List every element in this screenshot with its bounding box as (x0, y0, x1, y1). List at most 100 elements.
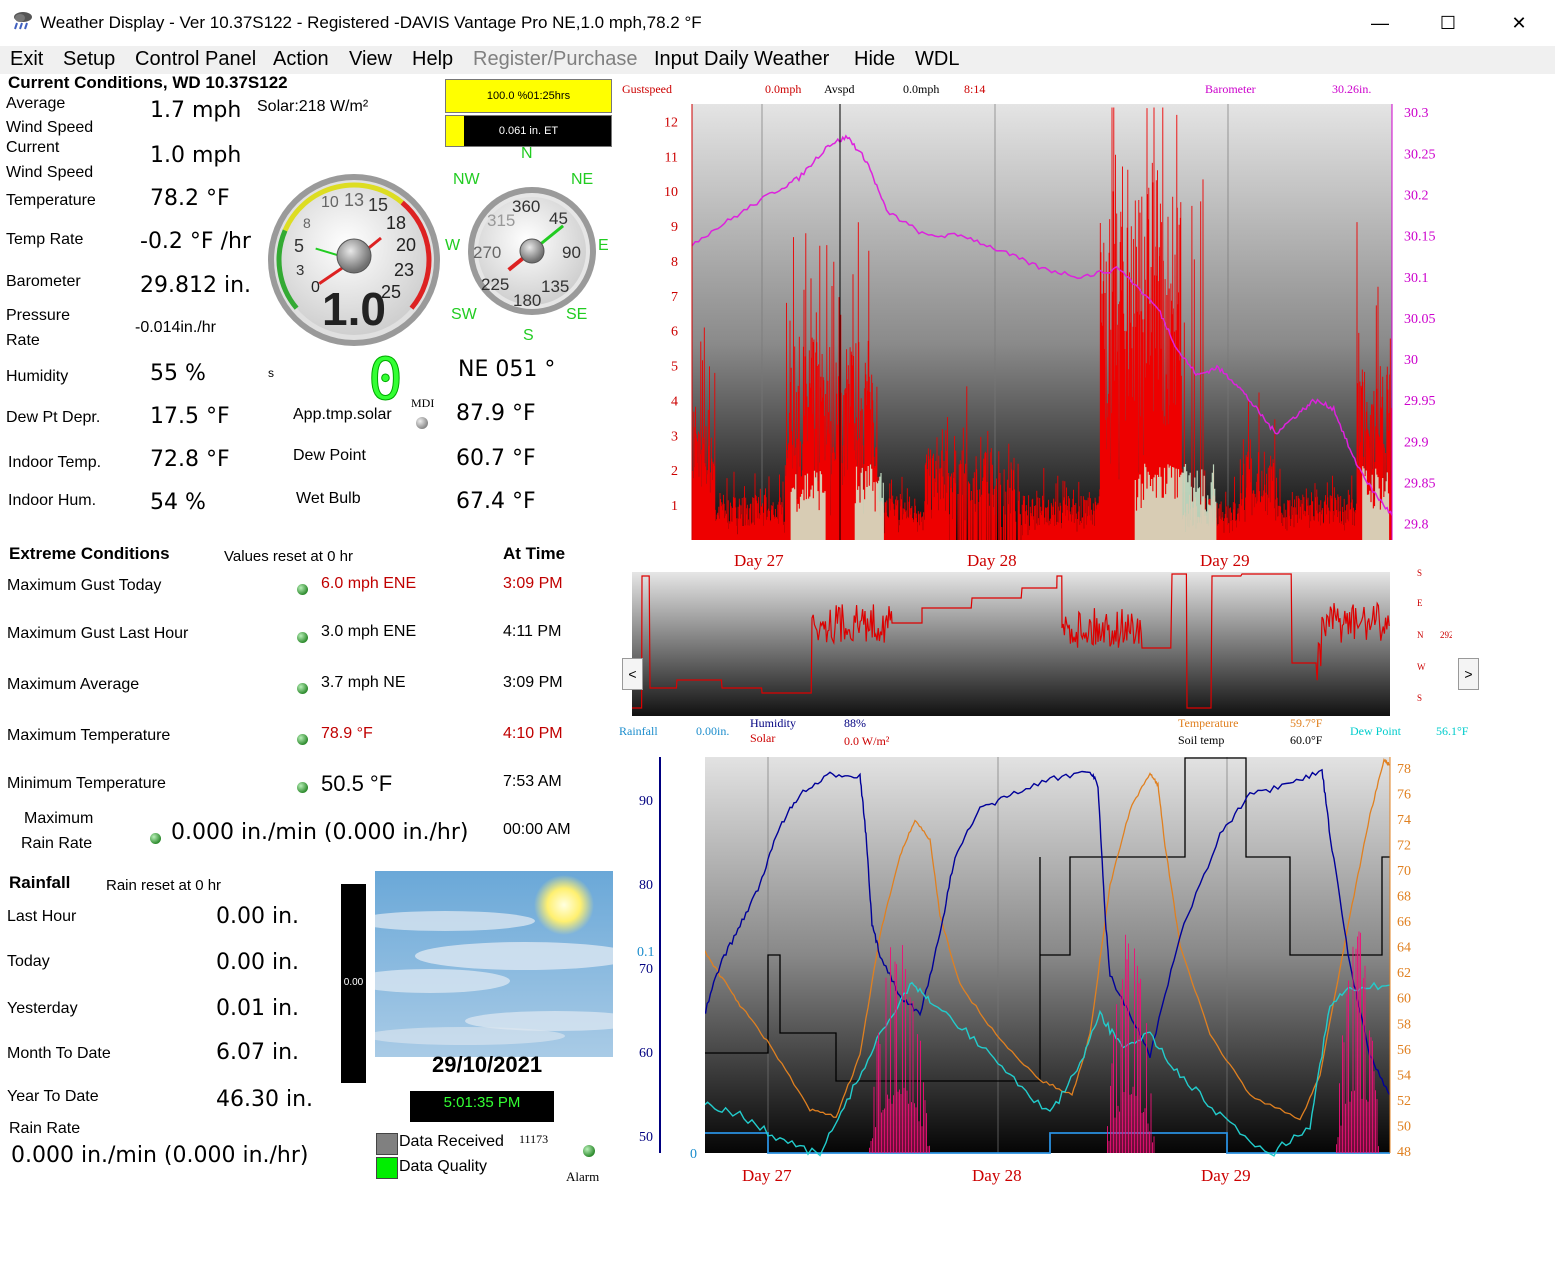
temp-rate-value: -0.2 °F /hr (140, 229, 251, 254)
temperature-value: 78.2 °F (150, 186, 230, 211)
temp-y-tick: 50 (1397, 1119, 1411, 1134)
app-temp-value: 87.9 °F (456, 401, 536, 426)
extreme-row-value: 50.5 °F (321, 771, 393, 796)
wind-y-tick: 3 (671, 429, 678, 444)
compass-w: W (445, 237, 461, 254)
wind-y-tick: 11 (665, 150, 678, 165)
max-rain-led (150, 833, 161, 844)
scroll-left-button[interactable]: < (622, 658, 643, 690)
menu-input-daily-weather[interactable]: Input Daily Weather (654, 48, 830, 70)
close-button[interactable]: ✕ (1511, 13, 1527, 33)
app-icon (14, 12, 32, 30)
legend-rainfall: Rainfall (619, 724, 658, 738)
baro-y-tick: 30.2 (1404, 188, 1429, 203)
speed-readout: 1.0 (322, 283, 386, 335)
menu-action[interactable]: Action (273, 48, 329, 70)
baro-y-tick: 29.95 (1404, 394, 1436, 409)
dew-depression-value: 17.5 °F (150, 404, 230, 429)
scroll-right-button[interactable]: > (1458, 658, 1479, 690)
baro-y-tick: 30 (1404, 353, 1418, 368)
dir-label-s-top: S (1417, 568, 1422, 578)
temp-y-tick: 62 (1397, 966, 1411, 981)
menu-wdl[interactable]: WDL (915, 48, 960, 70)
temp-y-tick: 58 (1397, 1017, 1411, 1032)
avg-wind-value: 1.7 mph (150, 98, 242, 123)
wind-y-tick: 1 (671, 499, 678, 514)
temp-y-tick: 72 (1397, 838, 1411, 853)
indoor-temp-value: 72.8 °F (150, 447, 230, 472)
max-rain-rate-label-2: Rain Rate (21, 835, 93, 852)
legend-gustspeed-value: 0.0mph (765, 82, 801, 96)
humidity-y-tick: 60 (639, 1046, 653, 1061)
time-display: 5:01:35 PM (410, 1091, 554, 1122)
data-quality-label: Data Quality (399, 1158, 488, 1175)
extreme-row-value: 78.9 °F (321, 725, 373, 742)
alarm-led[interactable] (583, 1145, 595, 1157)
compass-sw: SW (451, 306, 477, 323)
menu-register-purchase[interactable]: Register/Purchase (473, 48, 638, 70)
legend-humidity-value: 88% (844, 716, 866, 730)
legend-humidity: Humidity (750, 716, 796, 730)
extreme-row-time: 3:09 PM (503, 575, 563, 592)
rain-yesterday-label: Yesterday (7, 1000, 78, 1017)
rain-ytd-value: 46.30 in. (216, 1087, 314, 1112)
temp-y-tick: 78 (1397, 762, 1411, 777)
rain-last-hour-label: Last Hour (7, 908, 77, 925)
temp-y-tick: 54 (1397, 1068, 1411, 1083)
menu-hide[interactable]: Hide (854, 48, 896, 70)
indoor-hum-label: Indoor Hum. (8, 492, 97, 509)
x-label-day28: Day 28 (972, 1166, 1022, 1185)
speed-tick: 10 (321, 194, 339, 211)
baro-y-tick: 29.8 (1404, 518, 1429, 533)
menu-view[interactable]: View (349, 48, 392, 70)
legend-solar: Solar (750, 731, 775, 745)
x-label-day27: Day 27 (742, 1166, 792, 1185)
compass-tick: 270 (473, 243, 501, 262)
maximize-button[interactable]: ☐ (1439, 13, 1457, 33)
dir-label-s-bottom: S (1417, 693, 1422, 703)
dew-point-series (703, 981, 1391, 1157)
legend-solar-value: 0.0 W/m² (844, 734, 890, 748)
wind-y-tick: 12 (664, 115, 678, 130)
pressure-rate-label: Pressure (6, 307, 71, 324)
barometer-value: 29.812 in. (140, 273, 252, 298)
speed-tick: 18 (386, 213, 406, 233)
temperature-series (703, 757, 1391, 1121)
baro-y-tick: 29.85 (1404, 476, 1436, 491)
max-rain-rate-value: 0.000 in./min (0.000 in./hr) (171, 820, 469, 845)
current-conditions-header: Current Conditions, WD 10.37S122 (8, 73, 288, 92)
temp-y-tick: 70 (1397, 864, 1411, 879)
compass-tick: 315 (487, 211, 515, 230)
alarm-label: Alarm (566, 1169, 600, 1184)
wind-direction-chart: S E N 292° W S (632, 568, 1452, 716)
extreme-row-time: 4:11 PM (503, 623, 562, 640)
minimize-button[interactable]: — (1371, 13, 1389, 33)
et-bar: 0.061 in. ET (445, 115, 612, 147)
data-received-count: 11173 (519, 1132, 549, 1146)
dir-label-e: E (1417, 598, 1423, 608)
indoor-hum-value: 54 % (150, 490, 206, 515)
compass-tick: 225 (481, 275, 509, 294)
extreme-row-time: 4:10 PM (503, 725, 563, 742)
menu-exit[interactable]: Exit (10, 48, 44, 70)
baro-y-tick: 29.9 (1404, 435, 1429, 450)
speed-tick: 20 (396, 235, 416, 255)
speed-tick: 13 (344, 190, 364, 210)
compass-tick: 45 (549, 209, 568, 228)
menu-control-panel[interactable]: Control Panel (135, 48, 257, 70)
baro-y-tick: 30.15 (1404, 230, 1436, 245)
legend-soil-temp-value: 60.0°F (1290, 733, 1323, 747)
rain-last-hour-value: 0.00 in. (216, 904, 300, 929)
rainfall-header: Rainfall (9, 873, 71, 892)
dew-point-value: 60.7 °F (456, 446, 536, 471)
wind-direction-series (632, 573, 1390, 709)
menu-setup[interactable]: Setup (63, 48, 116, 70)
legend-temperature: Temperature (1178, 716, 1238, 730)
menu-help[interactable]: Help (412, 48, 454, 70)
dir-current-value: 292° (1440, 630, 1452, 640)
baro-y-tick: 30.25 (1404, 147, 1436, 162)
wind-direction-compass: 360 45 90 135 180 225 270 315 (468, 187, 596, 315)
humidity-label: Humidity (6, 368, 69, 385)
compass-hub (519, 238, 545, 264)
temp-y-tick: 60 (1397, 992, 1411, 1007)
